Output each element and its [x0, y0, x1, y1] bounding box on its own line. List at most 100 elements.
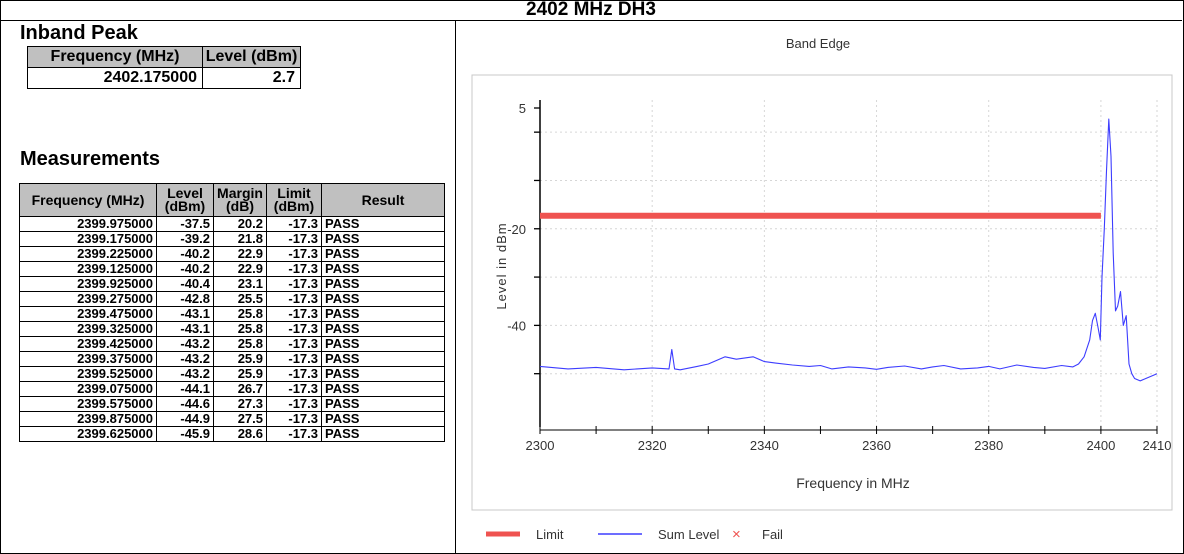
cell-margin: 25.8: [213, 321, 267, 337]
x-tick-label: 2380: [974, 438, 1003, 453]
cell-result: PASS: [321, 396, 445, 412]
cell-margin: 25.5: [213, 291, 267, 307]
cell-margin: 25.8: [213, 336, 267, 352]
cell-frequency: 2399.475000: [19, 306, 157, 322]
band-edge-chart: Band Edge 2300 2320 2340 2360 2380 2400 2410 5 -…: [471, 36, 1173, 543]
x-tick-label: 2360: [862, 438, 891, 453]
cell-level: -43.2: [156, 351, 214, 367]
cell-limit: -17.3: [266, 411, 322, 427]
cell-result: PASS: [321, 291, 445, 307]
x-axis-label: Frequency in MHz: [796, 475, 910, 491]
cell-result: PASS: [321, 276, 445, 292]
table-row: 2399.875000 -44.9 27.5 -17.3 PASS: [19, 411, 445, 427]
cell-frequency: 2399.325000: [19, 321, 157, 337]
cell-frequency: 2399.375000: [19, 351, 157, 367]
cell-limit: -17.3: [266, 321, 322, 337]
cell-limit: -17.3: [266, 381, 322, 397]
measurements-body: 2399.975000 -37.5 20.2 -17.3 PASS 2399.175000…: [19, 216, 445, 442]
table-row: 2399.925000 -40.4 23.1 -17.3 PASS: [19, 276, 445, 292]
header-limit: Limit (dBm): [266, 183, 322, 217]
cell-level: -44.9: [156, 411, 214, 427]
x-tick-label: 2320: [638, 438, 667, 453]
legend-fail-marker: ×: [732, 526, 741, 543]
cell-level: -43.1: [156, 321, 214, 337]
cell-margin: 27.3: [213, 396, 267, 412]
cell-level: -39.2: [156, 231, 214, 247]
inband-frequency: 2402.175000: [27, 67, 203, 89]
cell-limit: -17.3: [266, 426, 322, 442]
cell-level: -37.5: [156, 216, 214, 232]
plot-area: [471, 74, 1173, 511]
cell-level: -44.1: [156, 381, 214, 397]
cell-result: PASS: [321, 336, 445, 352]
cell-level: -45.9: [156, 426, 214, 442]
cell-result: PASS: [321, 351, 445, 367]
table-row: 2399.325000 -43.1 25.8 -17.3 PASS: [19, 321, 445, 337]
cell-limit: -17.3: [266, 231, 322, 247]
table-row: 2399.625000 -45.9 28.6 -17.3 PASS: [19, 426, 445, 442]
inband-heading: Inband Peak: [20, 22, 138, 44]
cell-level: -43.2: [156, 366, 214, 382]
table-row: 2399.975000 -37.5 20.2 -17.3 PASS: [19, 216, 445, 232]
cell-margin: 26.7: [213, 381, 267, 397]
inband-row: 2402.175000 2.7: [27, 67, 301, 89]
header-margin: Margin (dB): [213, 183, 267, 217]
cell-limit: -17.3: [266, 306, 322, 322]
cell-result: PASS: [321, 411, 445, 427]
measurements-header-row: Frequency (MHz) Level (dBm) Margin (dB) …: [19, 183, 445, 217]
table-row: 2399.075000 -44.1 26.7 -17.3 PASS: [19, 381, 445, 397]
cell-frequency: 2399.625000: [19, 426, 157, 442]
inband-header-row: Frequency (MHz) Level (dBm): [27, 46, 301, 68]
cell-result: PASS: [321, 246, 445, 262]
cell-level: -40.2: [156, 261, 214, 277]
cell-result: PASS: [321, 366, 445, 382]
legend-limit-label: Limit: [536, 527, 564, 542]
sum-level-line: [539, 118, 1158, 382]
legend-fail-label: Fail: [762, 527, 783, 542]
page-title: 2402 MHz DH3: [0, 0, 1182, 21]
cell-frequency: 2399.175000: [19, 231, 157, 247]
cell-frequency: 2399.525000: [19, 366, 157, 382]
inband-level: 2.7: [202, 67, 301, 89]
header-frequency: Frequency (MHz): [19, 183, 157, 217]
cell-frequency: 2399.125000: [19, 261, 157, 277]
cell-margin: 28.6: [213, 426, 267, 442]
cell-level: -42.8: [156, 291, 214, 307]
cell-frequency: 2399.225000: [19, 246, 157, 262]
cell-result: PASS: [321, 216, 445, 232]
column-divider: [455, 21, 456, 554]
inband-table: Frequency (MHz) Level (dBm) 2402.175000 …: [27, 46, 301, 89]
header-level: Level (dBm): [156, 183, 214, 217]
cell-level: -40.2: [156, 246, 214, 262]
y-axis-label: Level in dBm: [494, 222, 509, 309]
cell-limit: -17.3: [266, 396, 322, 412]
header-result: Result: [321, 183, 445, 217]
measurements-heading: Measurements: [20, 148, 161, 170]
axes: [534, 100, 1158, 434]
cell-margin: 20.2: [213, 216, 267, 232]
cell-limit: -17.3: [266, 216, 322, 232]
tick-labels: 2300 2320 2340 2360 2380 2400 2410 5 -20 -40: [507, 101, 1171, 453]
cell-limit: -17.3: [266, 276, 322, 292]
cell-margin: 27.5: [213, 411, 267, 427]
table-row: 2399.275000 -42.8 25.5 -17.3 PASS: [19, 291, 445, 307]
cell-limit: -17.3: [266, 366, 322, 382]
cell-result: PASS: [321, 306, 445, 322]
cell-result: PASS: [321, 321, 445, 337]
cell-result: PASS: [321, 231, 445, 247]
cell-result: PASS: [321, 426, 445, 442]
table-row: 2399.375000 -43.2 25.9 -17.3 PASS: [19, 351, 445, 367]
cell-limit: -17.3: [266, 351, 322, 367]
cell-frequency: 2399.975000: [19, 216, 157, 232]
x-tick-label: 2300: [526, 438, 555, 453]
cell-limit: -17.3: [266, 336, 322, 352]
cell-frequency: 2399.275000: [19, 291, 157, 307]
cell-level: -43.2: [156, 336, 214, 352]
y-tick-label: -40: [507, 318, 526, 333]
cell-margin: 22.9: [213, 246, 267, 262]
x-tick-label: 2400: [1086, 438, 1115, 453]
cell-limit: -17.3: [266, 291, 322, 307]
x-tick-label: 2340: [750, 438, 779, 453]
grid-lines: [539, 100, 1158, 427]
inband-header-level: Level (dBm): [202, 46, 301, 68]
